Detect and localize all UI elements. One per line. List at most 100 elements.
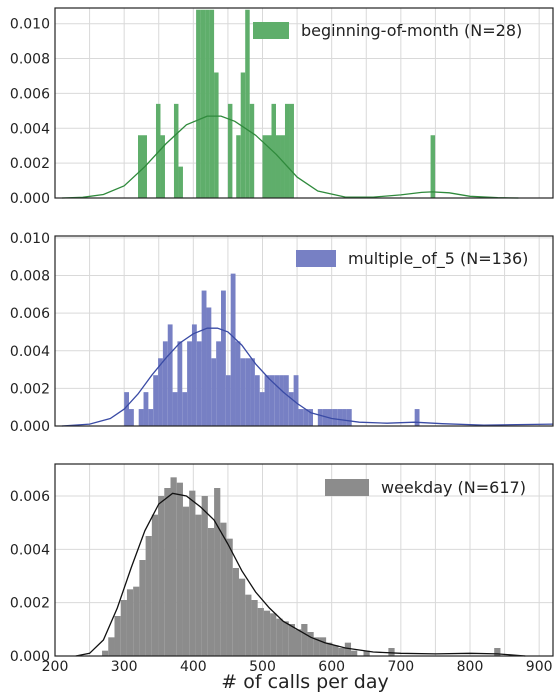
histogram-bar (363, 650, 370, 656)
y-tick-label: 0.010 (10, 17, 50, 33)
histogram-bar (177, 341, 183, 426)
histogram-bar (283, 375, 289, 426)
y-tick-label: 0.004 (10, 121, 50, 137)
histogram-bar (262, 135, 267, 198)
axes-frame (54, 463, 554, 657)
histogram-bar (249, 103, 255, 198)
histogram-bar (158, 358, 163, 426)
histogram-bar (102, 650, 109, 656)
histogram-bar (164, 488, 171, 656)
histogram-bar (257, 608, 264, 656)
x-axis-label: # of calls per day (221, 671, 388, 693)
histogram-bar (205, 9, 210, 199)
histogram-bar (167, 324, 173, 426)
kde-curve (61, 327, 554, 427)
x-tick-label: 900 (526, 659, 553, 675)
panel-multiple-of-5: 0.000 0.002 0.004 0.006 0.008 0.010 multiple_o… (10, 231, 554, 435)
y-tick-label: 0.006 (10, 86, 50, 102)
histogram-bar (232, 568, 239, 656)
histogram-bar (308, 409, 313, 426)
histogram-bar (259, 392, 265, 426)
histogram-bar (216, 341, 221, 426)
histogram-bar (189, 490, 196, 656)
histogram-bar (178, 166, 183, 198)
x-tick-label: 600 (318, 659, 345, 675)
histogram-bar (206, 307, 212, 426)
axes-frame (54, 7, 554, 199)
histogram-bar (342, 409, 347, 426)
histogram-bar (155, 103, 161, 198)
histogram-bar (201, 496, 208, 656)
histogram-bar (138, 135, 143, 198)
y-tick-label: 0.006 (10, 489, 50, 505)
kde-curve (61, 115, 519, 199)
y-tick-label: 0.000 (10, 191, 50, 207)
y-tick-label: 0.010 (10, 231, 50, 247)
histogram-bar (303, 409, 309, 426)
y-tick-label: 0.004 (10, 344, 50, 360)
histogram-bar (326, 642, 333, 656)
x-tick-label: 300 (111, 659, 138, 675)
axes-frame (54, 235, 554, 427)
histogram-bar (332, 409, 338, 426)
histogram-bar (276, 618, 283, 656)
histogram-bar (187, 341, 192, 426)
histogram-bar (129, 409, 134, 426)
histogram-bar (317, 409, 323, 426)
histogram-bar (270, 613, 277, 656)
y-tick-label: 0.008 (10, 269, 50, 285)
y-tick-label: 0.002 (10, 596, 50, 612)
legend-label: multiple_of_5 (N=136) (348, 249, 528, 269)
histogram-bar (226, 538, 233, 656)
legend-swatch (296, 250, 336, 267)
histogram-bar (182, 392, 188, 426)
histogram-bar (227, 103, 233, 198)
histogram-bar (238, 578, 246, 656)
x-tick-label: 500 (249, 659, 276, 675)
histogram-bar (200, 9, 206, 199)
histogram-bar (337, 409, 343, 426)
histogram-bar (196, 341, 202, 426)
histogram-bar (158, 496, 165, 656)
histogram-bar (332, 645, 339, 656)
histogram-bar (230, 273, 236, 426)
histogram-bar (269, 375, 275, 426)
histogram-bar (282, 621, 289, 656)
histogram-bar (240, 358, 246, 426)
histogram-bar (225, 375, 231, 426)
histogram-bar (153, 375, 159, 426)
histogram-bar (245, 358, 251, 426)
histogram-bar (108, 637, 115, 656)
histogram-bar (191, 324, 197, 426)
histogram-bar (214, 488, 221, 656)
histogram-bar (289, 103, 294, 198)
histogram-bar (251, 600, 258, 656)
histogram-bar (172, 392, 178, 426)
histogram-bar (160, 135, 165, 198)
histogram-bar (266, 135, 272, 198)
histogram-bar (139, 560, 146, 656)
histogram-bar (494, 648, 501, 656)
histogram-bar (236, 135, 241, 198)
histogram-bar (195, 514, 202, 656)
histogram-bar (240, 72, 246, 198)
histogram-bar (344, 642, 352, 656)
histogram-bar (271, 103, 276, 198)
histogram-bar (295, 629, 302, 656)
kde-curve (75, 492, 526, 657)
histogram-bar (145, 536, 152, 656)
histogram-bar (414, 409, 420, 426)
histogram-bar (313, 637, 320, 656)
x-tick-label: 800 (457, 659, 484, 675)
histogram-bar (201, 290, 207, 426)
histogram-bar (275, 135, 281, 198)
panel-weekday: 0.000 0.002 0.004 0.006 200 300 400 500 600 700 80… (10, 463, 554, 675)
histogram-bar (207, 528, 215, 656)
histogram-bar (264, 375, 270, 426)
histogram-bar (221, 290, 226, 426)
histogram-bar (280, 135, 285, 198)
histogram-bar (170, 477, 177, 656)
y-tick-label: 0.000 (10, 419, 50, 435)
histogram-bar (114, 616, 121, 656)
